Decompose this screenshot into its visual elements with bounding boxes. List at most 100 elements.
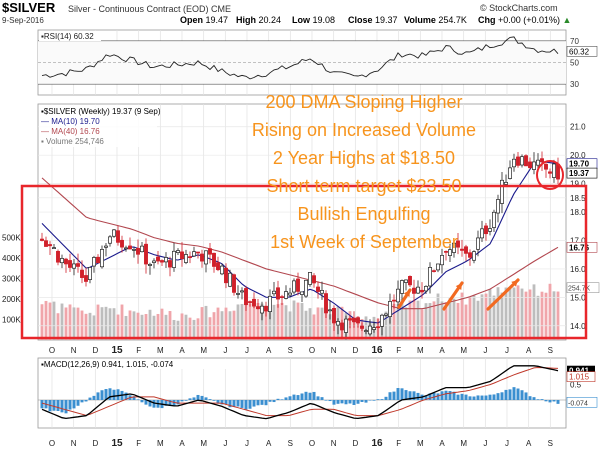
macd-hist-bar [500,392,504,400]
candle-body [480,228,484,239]
x-axis-label-upper: F [396,346,401,355]
annotation-line: 1st Week of September [270,232,458,252]
candle-body [96,256,100,264]
candle-body [88,267,92,280]
macd-hist-bar [488,394,492,400]
candle-body [236,293,240,295]
volume-bar [420,309,424,340]
candle-body [528,161,532,168]
candle-body [136,247,140,255]
macd-hist-bar [380,399,384,400]
price-legend-title: ▪$SILVER (Weekly) 19.37 (9 Sep) [41,107,161,116]
volume-bar [264,306,268,340]
volume-bar [312,314,316,340]
candle-body [252,298,256,307]
candle-body [164,257,168,263]
candle-body [544,163,548,170]
candle-body [140,245,144,253]
macd-hist-bar [340,400,344,404]
macd-hist-bar [280,399,284,400]
candle-body [224,267,228,284]
candle-body [436,263,440,271]
candle-body [464,246,468,254]
volume-bar [304,310,308,340]
macd-hist-bar [276,398,280,400]
volume-bar [428,303,432,340]
macd-hist-bar [112,389,116,400]
rsi-tick-label: 50 [570,59,579,68]
rsi-line [41,36,559,80]
candle-body [488,228,492,232]
macd-hist-bar [296,395,300,400]
candle-body [152,260,156,263]
ma40-legend: — MA(40) 16.76 [41,127,100,136]
candle-body [468,252,472,258]
macd-hist-bar [104,389,108,400]
x-axis-label-lower: S [548,439,553,448]
macd-hist-bar [84,400,88,402]
macd-legend: ▪MACD(12,26,9) 0.941, 1.015, -0.074 [41,360,174,369]
candle-body [344,318,348,333]
price-tick-label: 15.0 [570,293,586,302]
volume-bar [248,303,252,340]
volume-bar [528,289,532,340]
volume-bar [540,291,544,340]
candle-body [296,278,300,292]
candle-body [160,260,164,263]
volume-bar [392,303,396,340]
macd-hist-bar [228,400,232,408]
volume-bar [356,316,360,340]
macd-hist-bar [100,390,104,400]
candle-body [368,325,372,335]
candle-body [476,237,480,250]
candle-body [524,155,528,167]
macd-hist-bar [360,400,364,402]
volume-bar [308,308,312,340]
macd-hist-bar [516,388,520,400]
x-axis-label-upper: A [179,346,185,355]
macd-hist-bar [248,400,252,409]
volume-bar [404,307,408,340]
candle-body [144,243,148,265]
candle-body [460,248,464,251]
macd-hist-bar [356,400,360,404]
candle-body [316,286,320,292]
candle-body [72,263,76,269]
rsi-tick-label: 30 [570,80,579,89]
candle-body [56,250,60,263]
candle-body [508,167,512,179]
candle-body [292,280,296,293]
volume-bar [96,304,100,340]
x-axis-label-upper: S [288,346,293,355]
macd-hist-bar [520,390,524,400]
x-axis-label-upper: O [49,346,55,355]
macd-hist-bar [368,400,372,401]
volume-bar [76,307,80,340]
x-axis-label-lower: N [71,439,77,448]
macd-hist-bar [220,400,224,405]
volume-bar [284,305,288,340]
quote-close: Close 19.37 [348,15,398,25]
candle-body [156,256,160,262]
x-axis-label-lower: D [352,439,358,448]
candle-body [232,274,236,293]
volume-bar [296,302,300,340]
macd-hist-bar [108,388,112,400]
volume-bar [268,306,272,340]
macd-hist-bar [180,400,184,402]
candle-body [44,240,48,247]
price-tick-label: 19.0 [570,180,586,189]
x-axis-label-upper: M [460,346,467,355]
macd-hist-bar [232,400,236,407]
candle-body [196,251,200,254]
volume-bar [148,309,152,340]
macd-hist-bar [512,387,516,400]
x-axis-label-upper: D [92,346,98,355]
hist-badge [566,397,598,408]
macd-hist-bar [304,391,308,400]
candle-body [76,263,80,267]
x-axis-label-upper: S [548,346,553,355]
x-axis-label-lower: O [49,439,55,448]
volume-bar [184,314,188,340]
trend-arrow-head [511,280,518,287]
